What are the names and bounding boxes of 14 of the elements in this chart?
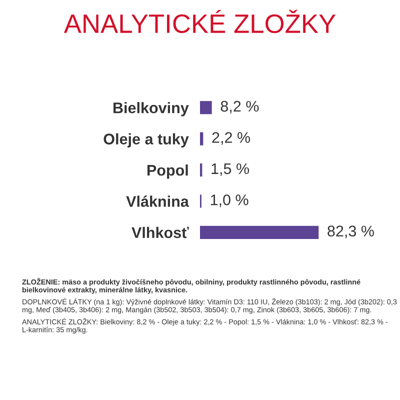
- y-tick-label: Bielkoviny: [114, 102, 189, 116]
- data-label: 1,5 %: [212, 163, 250, 176]
- data-label: 8,2 %: [220, 100, 259, 114]
- bar: [200, 101, 212, 114]
- y-tick-label: Vlhkosť: [132, 226, 189, 238]
- y-tick-label: Popol: [147, 164, 188, 179]
- data-label: 1,0 %: [210, 194, 248, 208]
- chart-title: ANALYTICKÉ ZLOŽKY: [64, 10, 336, 34]
- bar: [200, 226, 319, 239]
- y-tick-label: Vláknina: [126, 196, 189, 207]
- y-tick-label: Oleje a tuky: [104, 133, 189, 148]
- data-label: 82,3 %: [328, 226, 374, 238]
- data-label: 2,2 %: [212, 132, 250, 145]
- bar: [200, 132, 204, 146]
